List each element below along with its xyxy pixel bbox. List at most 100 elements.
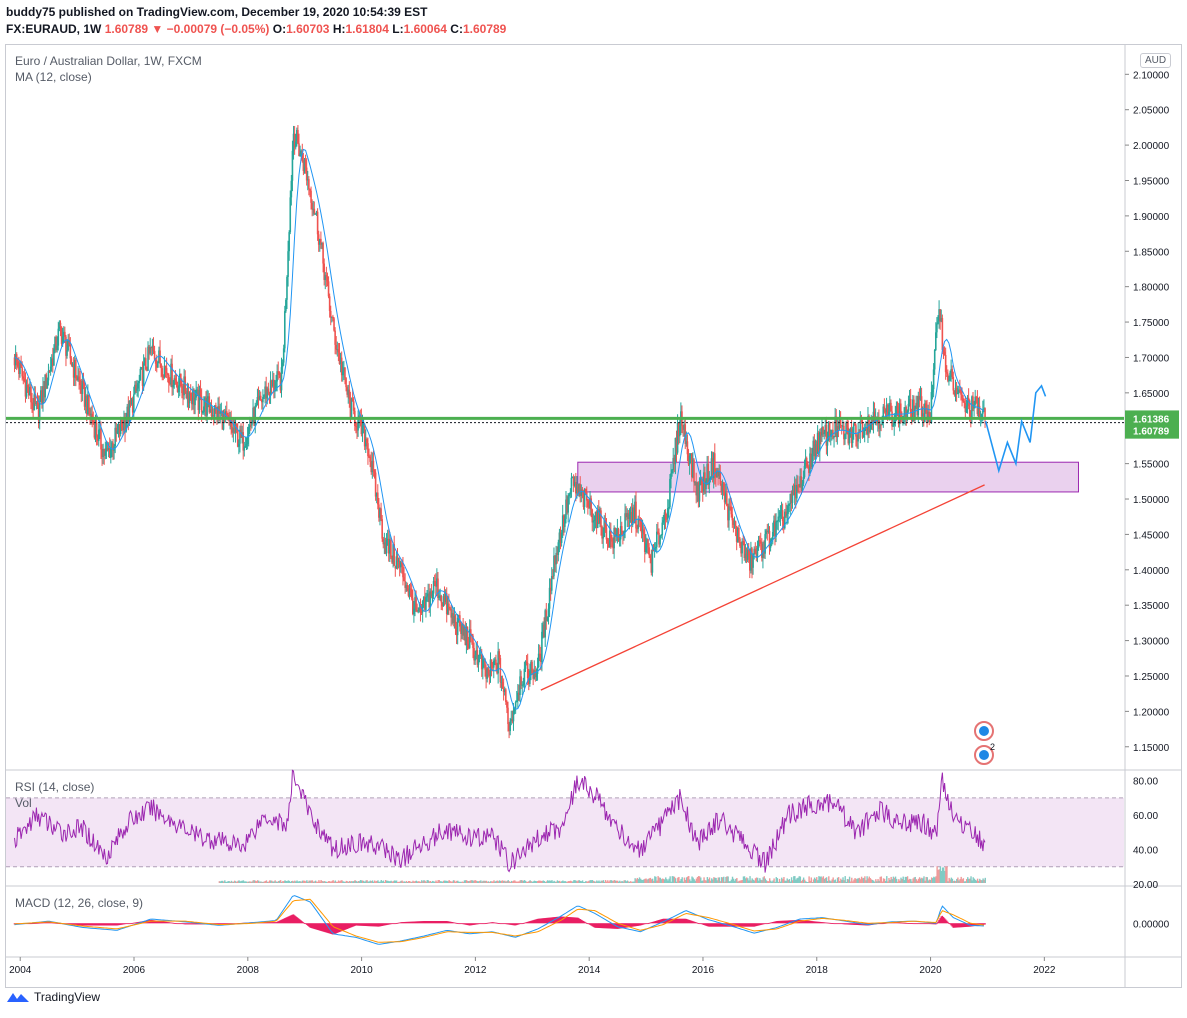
macd-histogram-bar xyxy=(153,920,156,924)
macd-histogram-bar xyxy=(506,923,508,925)
volume-bar xyxy=(564,881,566,883)
macd-histogram-bar xyxy=(282,918,285,924)
macd-histogram-bar xyxy=(517,923,519,925)
candle-body xyxy=(805,457,808,467)
candle-body xyxy=(256,397,259,405)
volume-bar xyxy=(607,880,609,883)
candle-body xyxy=(694,481,696,483)
macd-histogram-bar xyxy=(927,923,929,925)
candle-body xyxy=(732,520,735,525)
time-axis[interactable]: 2004 2006 2008 2010 2012 2014 2016 2018 2020 2022 xyxy=(9,957,1056,976)
volume-bar xyxy=(289,881,292,883)
price-axis[interactable]: 2.100002.050002.000001.950001.900001.850… xyxy=(1125,70,1170,754)
candle-body xyxy=(394,565,397,569)
volume-bar xyxy=(504,880,506,883)
volume-bar xyxy=(520,880,523,883)
economic-event-icon[interactable] xyxy=(974,721,994,741)
macd-histogram-bar xyxy=(564,916,566,924)
volume-bar xyxy=(730,879,733,883)
candle-body xyxy=(562,515,565,527)
macd-histogram-bar xyxy=(745,923,748,927)
volume-bar xyxy=(650,879,653,883)
macd-histogram-bar xyxy=(39,922,42,924)
candle-body xyxy=(413,608,415,615)
macd-histogram-bar xyxy=(465,923,468,925)
macd-histogram-bar xyxy=(570,917,573,924)
candle-body xyxy=(171,363,173,388)
macd-histogram-bar xyxy=(114,923,116,926)
macd-histogram-bar xyxy=(513,923,516,926)
macd-histogram-bar xyxy=(537,918,540,924)
volume-bar xyxy=(728,881,730,883)
volume-bar xyxy=(337,880,340,883)
macd-histogram-bar xyxy=(894,922,897,924)
macd-histogram-bar xyxy=(612,923,614,929)
candle-body xyxy=(119,419,122,434)
macd-histogram-bar xyxy=(982,923,984,925)
volume-bar xyxy=(241,880,244,883)
macd-histogram-bar xyxy=(346,923,348,929)
projection-path[interactable] xyxy=(984,384,1047,474)
macd-axis[interactable]: 0.00000 xyxy=(1133,919,1170,930)
candle-body xyxy=(453,615,456,623)
macd-histogram-bar xyxy=(775,921,777,924)
macd-histogram-bar xyxy=(960,923,962,928)
volume-bar xyxy=(840,878,842,883)
macd-histogram-bar xyxy=(794,920,797,924)
macd-histogram-bar xyxy=(584,922,587,924)
candle-body xyxy=(857,432,859,442)
candle-body xyxy=(349,398,352,418)
macd-histogram-bar xyxy=(661,919,664,924)
macd-histogram-bar xyxy=(115,923,118,926)
macd-histogram-bar xyxy=(454,922,457,924)
candle-body xyxy=(355,425,357,427)
macd-histogram-bar xyxy=(471,923,473,926)
candle-body xyxy=(67,339,69,351)
candle-body xyxy=(557,542,560,555)
volume-bar xyxy=(934,877,936,883)
macd-histogram-bar xyxy=(187,923,190,925)
tradingview-logo[interactable]: TradingView xyxy=(6,990,100,1004)
macd-histogram-bar xyxy=(736,923,739,927)
candle-body xyxy=(803,465,806,478)
macd-histogram-bar xyxy=(925,923,927,925)
economic-event-group-icon[interactable]: 2 xyxy=(974,742,995,765)
candle-body xyxy=(762,550,764,558)
volume-bar xyxy=(673,876,676,883)
volume-bar xyxy=(311,880,314,883)
candle-body xyxy=(383,542,386,545)
macd-histogram-bar xyxy=(29,923,31,925)
macd-histogram-bar xyxy=(932,923,935,925)
candle-body xyxy=(828,422,831,437)
support-zone-rect[interactable] xyxy=(577,461,1079,493)
macd-histogram-bar xyxy=(604,923,607,929)
candle-body xyxy=(134,384,136,395)
macd-histogram-bar xyxy=(419,921,422,924)
volume-bar xyxy=(819,876,821,883)
macd-histogram-bar xyxy=(577,917,579,924)
candle-body xyxy=(382,538,385,545)
macd-histogram-bar xyxy=(954,923,957,928)
macd-histogram-bar xyxy=(305,923,308,925)
trendline[interactable] xyxy=(540,484,985,691)
volume-bar xyxy=(507,880,509,883)
volume-bar xyxy=(853,879,855,883)
volume-bar xyxy=(956,878,958,883)
candle-body xyxy=(36,402,39,405)
candle-body xyxy=(323,263,325,280)
macd-histogram-bar xyxy=(687,919,690,924)
volume-bar xyxy=(364,881,366,883)
macd-histogram-bar xyxy=(786,920,788,924)
candle-body xyxy=(488,674,491,676)
macd-histogram-bar xyxy=(780,920,783,924)
macd-histogram-bar xyxy=(110,923,112,926)
macd-histogram-bar xyxy=(880,923,882,925)
volume-bar xyxy=(229,881,232,883)
macd-histogram-bar xyxy=(963,923,966,928)
macd-histogram-bar xyxy=(331,923,333,935)
candle-body xyxy=(371,460,374,473)
currency-badge[interactable]: AUD xyxy=(1140,53,1172,68)
time-tick-label: 2016 xyxy=(692,965,715,976)
